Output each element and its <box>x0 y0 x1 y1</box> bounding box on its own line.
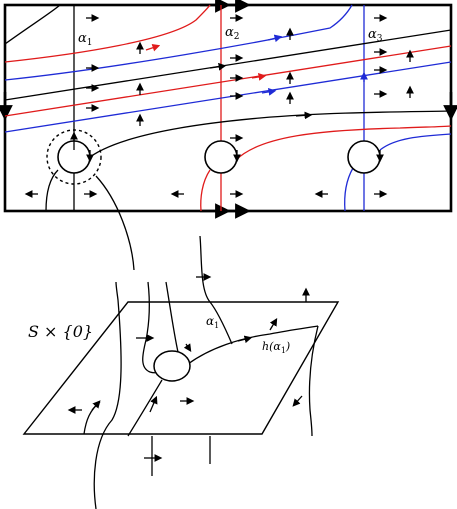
disk-2 <box>204 140 238 174</box>
label-slice: S × {0} <box>28 322 93 341</box>
black-flow-arrow <box>295 111 313 120</box>
flow-upper-right <box>199 235 233 345</box>
flow-to-disk-from-top <box>165 281 179 353</box>
label-h-alpha1: h(α1) <box>262 340 290 355</box>
blue-line-1-arrow <box>261 88 277 96</box>
blue-flow-top <box>4 4 353 81</box>
red-line-1 <box>4 45 452 117</box>
zoom-connector <box>95 175 135 271</box>
flow-to-right-curve <box>187 325 319 365</box>
slice-field-arrows <box>67 317 303 414</box>
label-alpha2: α2 <box>225 25 240 42</box>
field-arrows-up <box>70 27 414 150</box>
red-flow-top <box>4 4 211 63</box>
flow-left-long <box>93 281 122 509</box>
blue-flow-from-disk3 <box>379 133 452 151</box>
black-line-1 <box>4 29 452 101</box>
label-alpha1-bottom: α1 <box>206 314 219 330</box>
disk-3 <box>347 140 381 174</box>
flow-down-from-disk <box>127 379 163 437</box>
blue-flow-to-disk3 <box>344 167 354 212</box>
bottom-disk <box>153 350 191 382</box>
red-flow-to-disk2 <box>200 169 211 212</box>
black-flow-from-disk1 <box>85 110 452 161</box>
red-flow-from-disk2 <box>235 125 452 161</box>
red-flow-top-arrow <box>145 44 161 52</box>
slice-parallelogram <box>22 301 340 435</box>
blue-flow-top-arrow <box>267 34 283 43</box>
flow-to-right-arrow <box>237 335 253 344</box>
flow-right-vertical <box>308 325 319 437</box>
flow-from-left-arrow <box>91 400 101 411</box>
top-panel: α1 α2 α3 <box>0 0 457 219</box>
corner-curve <box>4 4 61 45</box>
field-arrows-right <box>84 14 388 198</box>
black-flow-to-disk1 <box>45 169 59 212</box>
label-alpha1: α1 <box>78 31 93 48</box>
flow-from-left-edge <box>83 401 101 435</box>
flow-diagonal-up-arrow <box>149 395 158 413</box>
label-alpha3: α3 <box>368 27 383 44</box>
disk-1-dashed-neighborhood <box>46 129 102 185</box>
red-line-1-arrow <box>251 73 267 81</box>
black-line-1-arrow <box>209 62 227 71</box>
bottom-panel: S × {0} α1 h(α1) <box>22 235 340 509</box>
blue-line-1 <box>4 61 452 133</box>
